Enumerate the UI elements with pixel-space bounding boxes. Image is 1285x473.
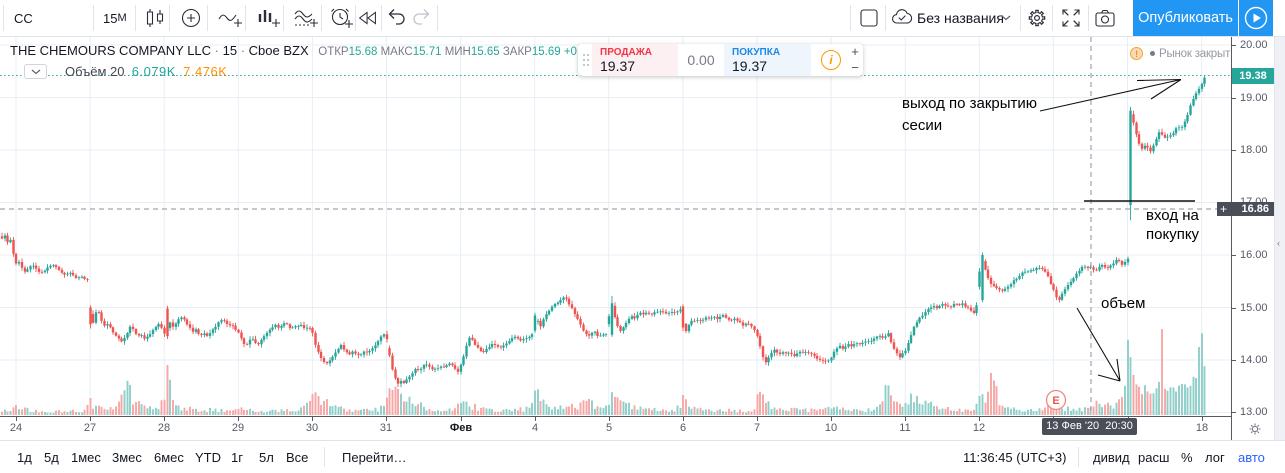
svg-text:E: E	[1052, 395, 1059, 407]
